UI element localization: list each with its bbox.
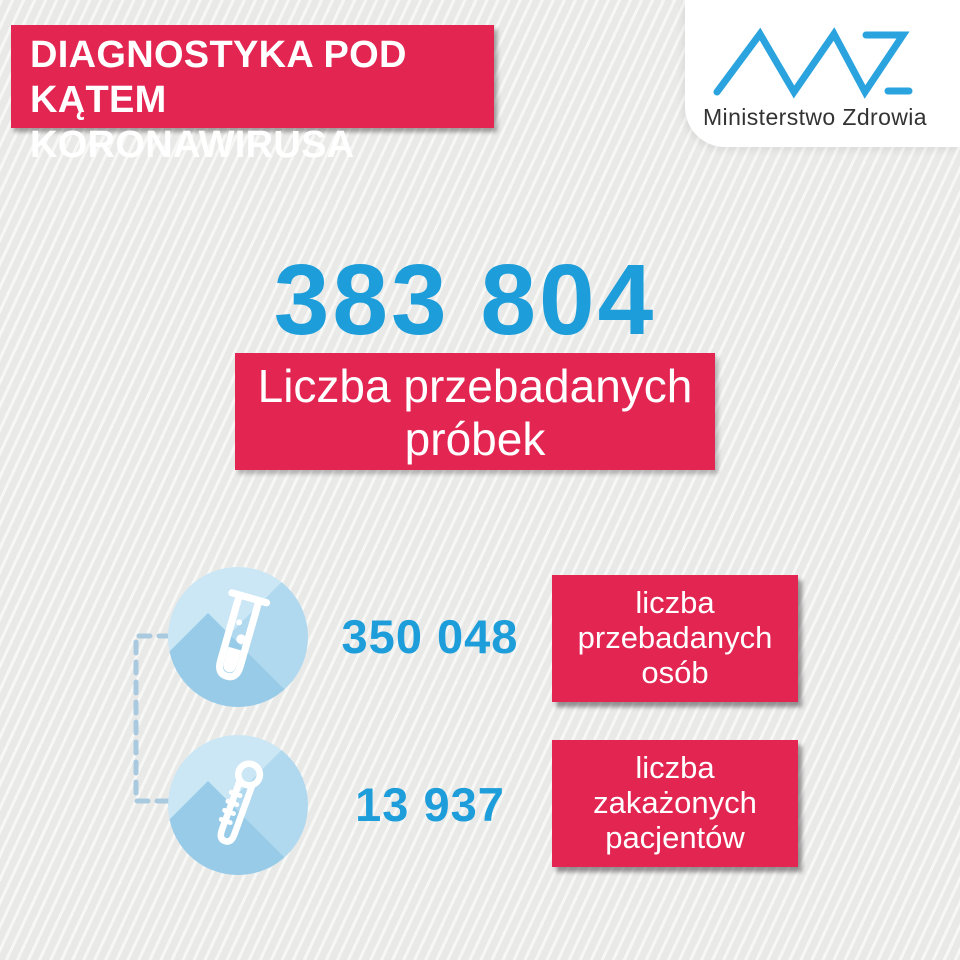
- tested-people-count: 350 048: [341, 610, 519, 663]
- headline-label-line-1: Liczba przebadanych: [257, 360, 693, 412]
- test-tube-icon: [216, 589, 271, 681]
- headline-label-line-2: próbek: [404, 413, 546, 465]
- label-line: pacjentów: [605, 820, 745, 855]
- label-line: liczba: [635, 750, 715, 785]
- label-line: przebadanych: [577, 620, 773, 655]
- title-line-2: KĄTEM KORONAWIRUSA: [30, 79, 355, 166]
- label-line: zakażonych: [593, 785, 757, 820]
- infected-patients-circle: [168, 735, 308, 875]
- title-line-1: DIAGNOSTYKA POD: [30, 34, 407, 76]
- thermometer-icon: [217, 760, 264, 845]
- title-banner: DIAGNOSTYKA POD KĄTEM KORONAWIRUSA: [11, 25, 494, 166]
- tested-people-circle: [168, 567, 308, 707]
- label-line: liczba: [635, 585, 715, 620]
- label-line: osób: [641, 655, 709, 690]
- ministry-name-label: Ministerstwo Zdrowia: [703, 104, 927, 130]
- infected-patients-label-box: liczba zakażonych pacjentów: [552, 740, 798, 867]
- ministry-of-health-logo-icon: [713, 27, 913, 99]
- headline-number: 383 804: [273, 244, 657, 356]
- tested-people-label-box: liczba przebadanych osób: [552, 575, 798, 702]
- infected-patients-count: 13 937: [355, 778, 505, 831]
- headline-label-banner: Liczba przebadanych próbek: [235, 353, 715, 470]
